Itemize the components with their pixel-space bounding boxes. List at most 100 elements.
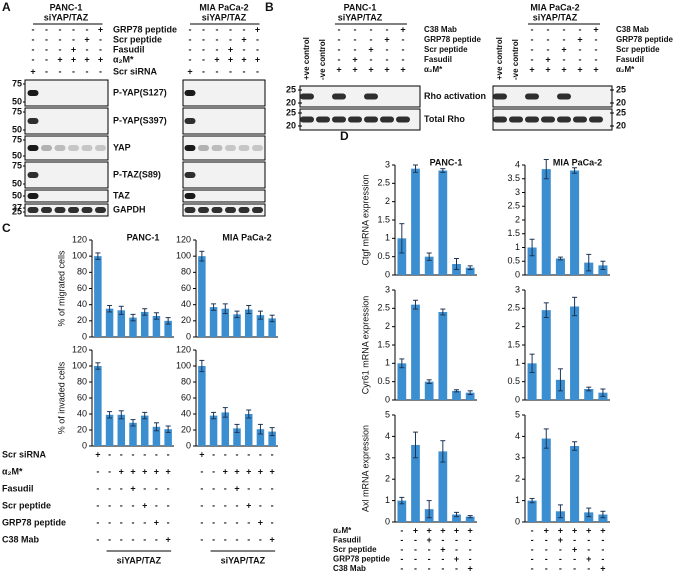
sign: + — [270, 534, 275, 544]
sign: - — [428, 563, 431, 573]
sign: - — [229, 24, 232, 34]
y-tick-label: 5 — [385, 409, 390, 419]
treatment-label: Fasudil — [113, 44, 145, 54]
y-tick-label: 2.5 — [507, 303, 520, 313]
sign: - — [143, 449, 146, 459]
error-bar — [95, 362, 101, 370]
sign: - — [259, 500, 262, 510]
sign: - — [531, 554, 534, 564]
sign: - — [32, 44, 35, 54]
error-bar — [600, 388, 606, 397]
sign: - — [45, 44, 48, 54]
y-tick-label: 2.5 — [377, 303, 390, 313]
error-bar — [165, 425, 171, 433]
blot-band — [198, 207, 209, 213]
sign: - — [99, 44, 102, 54]
blot-band — [332, 93, 346, 100]
sign: - — [531, 44, 534, 54]
y-tick-label: 1 — [385, 495, 390, 505]
sign: - — [370, 54, 373, 64]
y-axis-label: Ctgf mRNA expression — [360, 174, 370, 265]
sign: - — [86, 44, 89, 54]
sign: - — [189, 34, 192, 44]
cell-line: MIA PaCa-2 — [530, 2, 579, 12]
error-bar — [529, 238, 535, 257]
bar — [233, 314, 241, 337]
sign: + — [593, 64, 598, 74]
y-tick-label: 80 — [181, 267, 191, 277]
sign: - — [547, 34, 550, 44]
error-bar — [399, 496, 405, 505]
mw-marker: 25 — [286, 84, 296, 94]
sign: - — [212, 500, 215, 510]
sign: - — [469, 535, 472, 545]
bar — [233, 428, 241, 446]
blot-band — [68, 207, 79, 213]
error-bar — [246, 409, 252, 419]
y-tick-label: 0 — [186, 440, 191, 450]
y-tick-label: 1.5 — [507, 339, 520, 349]
sign: - — [200, 466, 203, 476]
y-tick-label: 4 — [515, 159, 520, 169]
blot-band — [252, 207, 263, 213]
error-bar — [543, 428, 549, 449]
treatment-label: C38 Mab — [2, 534, 40, 544]
group-label: siYAP/TAZ — [221, 555, 266, 565]
sign: - — [243, 24, 246, 34]
sign: + — [154, 517, 159, 527]
y-tick-label: 0 — [515, 516, 520, 526]
sign: - — [45, 24, 48, 34]
sign: - — [202, 34, 205, 44]
sign: - — [86, 24, 89, 34]
sign: - — [547, 24, 550, 34]
bar — [117, 414, 126, 446]
sign: - — [45, 66, 48, 76]
sign: - — [96, 534, 99, 544]
sign: - — [59, 34, 62, 44]
chart-title: PANC-1 — [127, 232, 160, 242]
sign: - — [259, 449, 262, 459]
sign: - — [120, 483, 123, 493]
error-bar — [234, 423, 240, 433]
error-bar — [426, 379, 432, 384]
sign: - — [229, 34, 232, 44]
blot-label: Rho activation — [424, 91, 486, 101]
condition: siYAP/TAZ — [44, 12, 89, 22]
sign: - — [189, 44, 192, 54]
y-tick-label: 1.5 — [507, 228, 520, 238]
bar — [152, 315, 161, 337]
bar — [527, 363, 537, 400]
sign: - — [400, 544, 403, 554]
sign: + — [352, 64, 357, 74]
sign: - — [155, 534, 158, 544]
bar — [570, 306, 580, 400]
y-tick-label: 0 — [385, 394, 390, 404]
y-tick-label: 3 — [515, 284, 520, 294]
sign: - — [212, 449, 215, 459]
sign: - — [469, 554, 472, 564]
bar — [140, 311, 149, 337]
sign: - — [601, 535, 604, 545]
sign: + — [368, 64, 373, 74]
y-tick-label: 80 — [77, 376, 87, 386]
treatment-label: GRP78 peptide — [2, 517, 66, 527]
sign: + — [119, 466, 124, 476]
sign: + — [336, 64, 341, 74]
sign: - — [108, 534, 111, 544]
y-tick-label: 1 — [515, 358, 520, 368]
sign: - — [414, 563, 417, 573]
error-bar — [572, 296, 578, 317]
error-bar — [142, 308, 148, 316]
blot-band — [332, 116, 346, 123]
sign: - — [143, 534, 146, 544]
bar — [209, 415, 218, 446]
sign: - — [236, 500, 239, 510]
sign: + — [558, 535, 563, 545]
mw-marker: 50 — [12, 178, 22, 188]
y-tick-label: 2.5 — [507, 201, 520, 211]
sign: + — [558, 525, 563, 535]
error-bar — [529, 497, 535, 504]
error-bar — [107, 411, 113, 419]
y-tick-label: 3 — [515, 452, 520, 462]
sign: - — [441, 535, 444, 545]
